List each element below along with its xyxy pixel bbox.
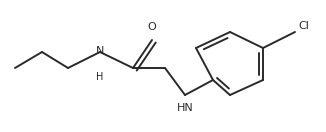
Text: HN: HN <box>177 103 193 113</box>
Text: H: H <box>96 72 104 82</box>
Text: N: N <box>96 46 104 56</box>
Text: O: O <box>148 22 156 32</box>
Text: Cl: Cl <box>298 21 309 31</box>
